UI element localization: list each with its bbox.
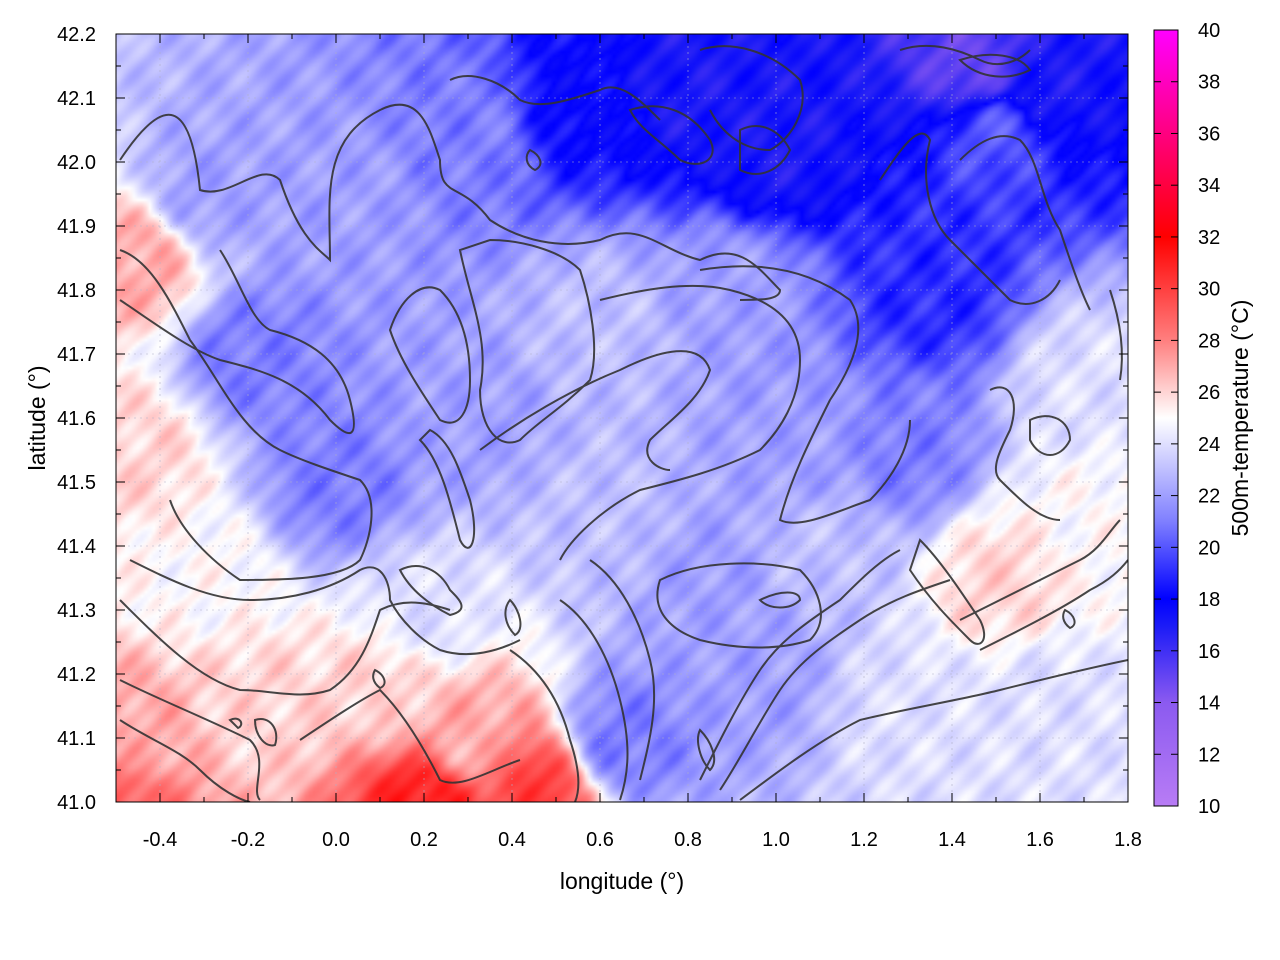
x-tick-label: 0.6 [586, 829, 614, 851]
colorbar-tick-label: 40 [1198, 20, 1220, 42]
x-tick-label: 1.4 [938, 829, 966, 851]
y-tick-label: 41.4 [57, 536, 96, 558]
contour-line [959, 519, 1121, 621]
colorbar-tick-label: 26 [1198, 382, 1220, 404]
colorbar-tick-label: 30 [1198, 279, 1220, 301]
x-axis-ticks: -0.4 -0.2 0.0 0.2 0.4 0.6 0.8 1.0 1.2 1.4 1.6 1.8 [143, 34, 1142, 851]
y-tick-label: 41.2 [57, 664, 96, 686]
plot-area [116, 34, 1128, 802]
contour-line [1029, 415, 1072, 456]
x-tick-label: 1.6 [1026, 829, 1054, 851]
colorbar-tick-label: 24 [1198, 434, 1220, 456]
y-tick-label: 42.2 [57, 24, 96, 46]
contour-line [739, 125, 792, 175]
colorbar-tick-label: 10 [1198, 796, 1220, 818]
contour-line [504, 598, 522, 637]
contour-line [719, 579, 951, 791]
contour-line [525, 148, 542, 172]
contour-line [398, 565, 463, 617]
colorbar-tick-label: 36 [1198, 123, 1220, 145]
contour-line [699, 265, 911, 524]
contour-line [458, 238, 596, 444]
colorbar-tick-label: 12 [1198, 744, 1220, 766]
y-tick-label: 41.1 [57, 728, 96, 750]
contour-line [908, 538, 986, 645]
contour-line [699, 549, 901, 781]
colorbar-tick-label: 20 [1198, 537, 1220, 559]
contour-line [119, 719, 251, 802]
contour-line [758, 591, 802, 609]
colorbar: 10 12 14 16 18 20 22 24 26 28 30 32 34 36 38 40 [1153, 20, 1220, 818]
colorbar-label: 500m-temperature (°C) [1227, 300, 1253, 537]
contour-line [697, 728, 716, 772]
y-tick-label: 41.8 [57, 280, 96, 302]
contour-line [989, 386, 1061, 521]
contour-line [979, 559, 1128, 651]
contour-line [559, 599, 629, 801]
x-tick-label: -0.2 [231, 829, 265, 851]
contour-line [119, 249, 355, 435]
x-axis-label: longitude (°) [560, 868, 684, 894]
colorbar-tick-label: 14 [1198, 693, 1220, 715]
y-tick-label: 41.0 [57, 792, 96, 814]
x-tick-label: 1.2 [850, 829, 878, 851]
x-tick-label: 0.4 [498, 829, 526, 851]
contour-line [119, 679, 261, 801]
x-tick-label: 1.8 [1114, 829, 1142, 851]
colorbar-ticks: 10 12 14 16 18 20 22 24 26 28 30 32 34 36 38 40 [1154, 20, 1220, 818]
contour-line [589, 559, 656, 781]
contour-line [119, 599, 451, 696]
contour-line [509, 649, 580, 802]
y-axis-ticks: 41.0 41.1 41.2 41.3 41.4 41.5 41.6 41.7 41.8 41.9… [57, 24, 1128, 814]
y-tick-label: 42.1 [57, 88, 96, 110]
y-tick-label: 41.5 [57, 472, 96, 494]
contour-line [372, 668, 386, 690]
contour-line [253, 718, 278, 747]
colorbar-tick-label: 22 [1198, 486, 1220, 508]
contour-line [959, 135, 1091, 311]
contour-line [656, 562, 822, 649]
contour-line [299, 688, 521, 784]
colorbar-tick-label: 32 [1198, 227, 1220, 249]
contour-line [479, 350, 712, 471]
colorbar-tick-label: 18 [1198, 589, 1220, 611]
contour-line [739, 659, 1128, 801]
contour-line [388, 286, 472, 424]
colorbar-tick-label: 38 [1198, 72, 1220, 94]
colorbar-scale [1154, 30, 1178, 806]
contour-line [129, 559, 521, 656]
colorbar-tick-label: 28 [1198, 330, 1220, 352]
x-tick-label: -0.4 [143, 829, 177, 851]
y-tick-label: 41.7 [57, 344, 96, 366]
colorbar-tick-label: 16 [1198, 641, 1220, 663]
contour-line [958, 53, 1032, 78]
contour-line [1109, 289, 1123, 381]
x-tick-label: 0.8 [674, 829, 702, 851]
contour-line [228, 717, 243, 730]
y-tick-label: 41.6 [57, 408, 96, 430]
x-tick-label: 0.0 [322, 829, 350, 851]
contour-line [628, 105, 714, 165]
contour-line [1062, 608, 1076, 630]
x-tick-label: 1.0 [762, 829, 790, 851]
y-tick-label: 42.0 [57, 152, 96, 174]
contour-line [418, 428, 476, 549]
y-tick-label: 41.3 [57, 600, 96, 622]
contour-line [119, 103, 782, 301]
contour-line [119, 249, 373, 582]
x-tick-label: 0.2 [410, 829, 438, 851]
y-axis-label: latitude (°) [24, 365, 50, 470]
colorbar-frame [1153, 29, 1179, 807]
y-tick-label: 41.9 [57, 216, 96, 238]
colorbar-tick-label: 34 [1198, 175, 1220, 197]
contour-line [699, 45, 804, 152]
contour-line [879, 132, 1061, 305]
contour-line [449, 75, 661, 121]
contour-line [559, 284, 802, 561]
contour-lines [119, 44, 1128, 802]
